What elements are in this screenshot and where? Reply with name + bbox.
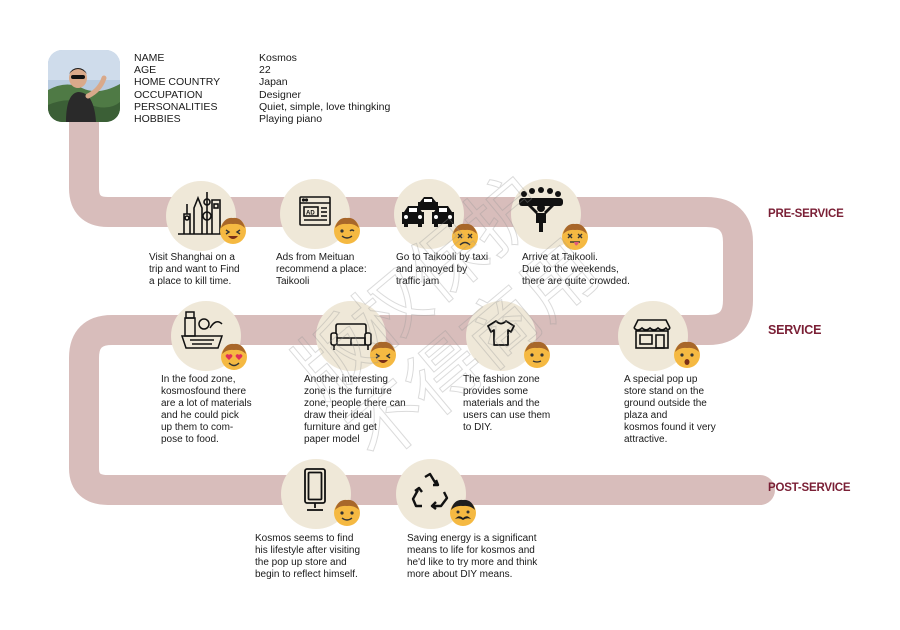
caption-line: In the food zone, [161,374,236,385]
persona-values: Kosmos 22 Japan Designer Quiet, simple, … [259,52,390,125]
caption-line: plaza and [624,410,668,421]
label-name: NAME [134,52,165,64]
caption-food: In the food zone, kosmosfound there are … [161,374,252,446]
label-home-country: HOME COUNTRY [134,76,221,89]
caption-line: kosmos found it very [624,422,716,433]
mirror-icon [304,468,326,511]
caption-furniture: Another interesting zone is the furnitur… [304,374,406,446]
heart-eyes-face-icon [221,343,247,370]
label-hobbies: HOBBIES [134,113,181,126]
value-occupation: Designer [259,88,302,101]
laughing-face-icon [220,217,246,244]
winking-face-icon [334,217,360,244]
caption-line: Due to the weekends, [522,264,619,275]
caption-crowd: Arrive at Taikooli. Due to the weekends,… [522,252,630,288]
persona-avatar [48,50,120,122]
caption-line: A special pop up [624,374,698,385]
stage-post-service: POST-SERVICE [768,482,851,494]
caption-line: Saving energy is a significant [407,533,537,544]
caption-line: his lifestyle after visiting [255,545,361,556]
caption-line: more about DIY means. [407,569,513,580]
laughing-face-icon [370,341,396,368]
tshirt-icon [487,320,515,346]
caption-line: Kosmos seems to find [255,533,354,544]
caption-line: store stand on the [624,386,705,397]
caption-line: and annoyed by [396,264,468,275]
caption-line: begin to reflect himself. [255,569,358,580]
caption-line: Another interesting [304,374,388,385]
popup-store-icon [633,319,671,349]
caption-line: traffic jam [396,276,440,287]
caption-mirror: Kosmos seems to find his lifestyle after… [255,533,360,581]
neutral-face-icon [524,341,550,368]
caption-line: zone, people there can [304,398,406,409]
caption-popup-store: A special pop up store stand on the grou… [624,374,716,446]
caption-line: and he could pick [161,410,239,421]
stage-service: SERVICE [768,323,822,337]
caption-line: users can use them [463,410,551,421]
persona-labels: NAME AGE HOME COUNTRY OCCUPATION PERSONA… [134,52,220,125]
caption-line: he'd like to try more and think [407,557,538,568]
dizzy-face-icon [562,223,588,250]
crowd-icon [519,187,563,232]
label-age: AGE [134,64,157,77]
smiling-face-icon [334,499,360,526]
caption-fashion: The fashion zone provides some materials… [463,374,550,434]
caption-line: draw their ideal [304,410,372,421]
caption-line: Go to Taikooli by taxi [396,252,489,263]
caption-line: materials and the [463,398,540,409]
food-basket-icon [180,311,224,349]
value-name: Kosmos [259,52,297,64]
caption-line: means to life for kosmos and [407,545,535,556]
caption-line: are a lot of materials [161,398,252,409]
caption-line: pose to food. [161,434,219,445]
caption-line: a place to kill time. [149,276,232,287]
svg-text:AD: AD [306,211,315,217]
sofa-icon [330,323,372,350]
caption-line: Arrive at Taikooli. [522,252,598,263]
caption-line: provides some [463,386,529,397]
caption-line: zone is the furniture [304,386,392,397]
label-personalities: PERSONALITIES [134,100,218,113]
caption-line: there are quite crowded. [522,276,630,287]
caption-line: Visit Shanghai on a [149,252,235,263]
value-personalities: Quiet, simple, love thingking [259,100,391,113]
caption-line: kosmosfound there [161,386,247,397]
caption-line: The fashion zone [463,374,540,385]
ad-browser-icon: AD [299,196,331,226]
caption-line: the pop up store and [255,557,347,568]
caption-shanghai: Visit Shanghai on a trip and want to Fin… [149,252,240,288]
shanghai-skyline-icon [178,192,226,235]
surprised-face-icon [674,341,700,368]
caption-recycle: Saving energy is a significant means to … [407,533,537,581]
caption-taxi: Go to Taikooli by taxi and annoyed by tr… [396,252,488,288]
caption-line: up them to com- [161,422,234,433]
caption-line: to DIY. [463,422,493,433]
mustache-face-icon [450,499,476,526]
recycle-icon [411,472,449,510]
annoyed-face-icon [452,223,478,250]
caption-line: ground outside the [624,398,707,409]
value-hobbies: Playing piano [259,113,323,126]
step-circle-fashion [466,301,536,371]
caption-line: paper model [304,434,360,445]
taxi-traffic-icon [402,197,454,227]
caption-line: trip and want to Find [149,264,240,275]
caption-line: recommend a place: [276,264,367,275]
caption-line: furniture and get [304,422,377,433]
caption-line: Ads from Meituan [276,252,355,263]
stage-pre-service: PRE-SERVICE [768,208,844,220]
value-home-country: Japan [259,76,288,89]
value-age: 22 [259,64,271,77]
caption-line: attractive. [624,434,668,445]
caption-line: Taikooli [276,276,310,287]
caption-ads: Ads from Meituan recommend a place: Taik… [276,252,367,288]
label-occupation: OCCUPATION [134,88,203,101]
